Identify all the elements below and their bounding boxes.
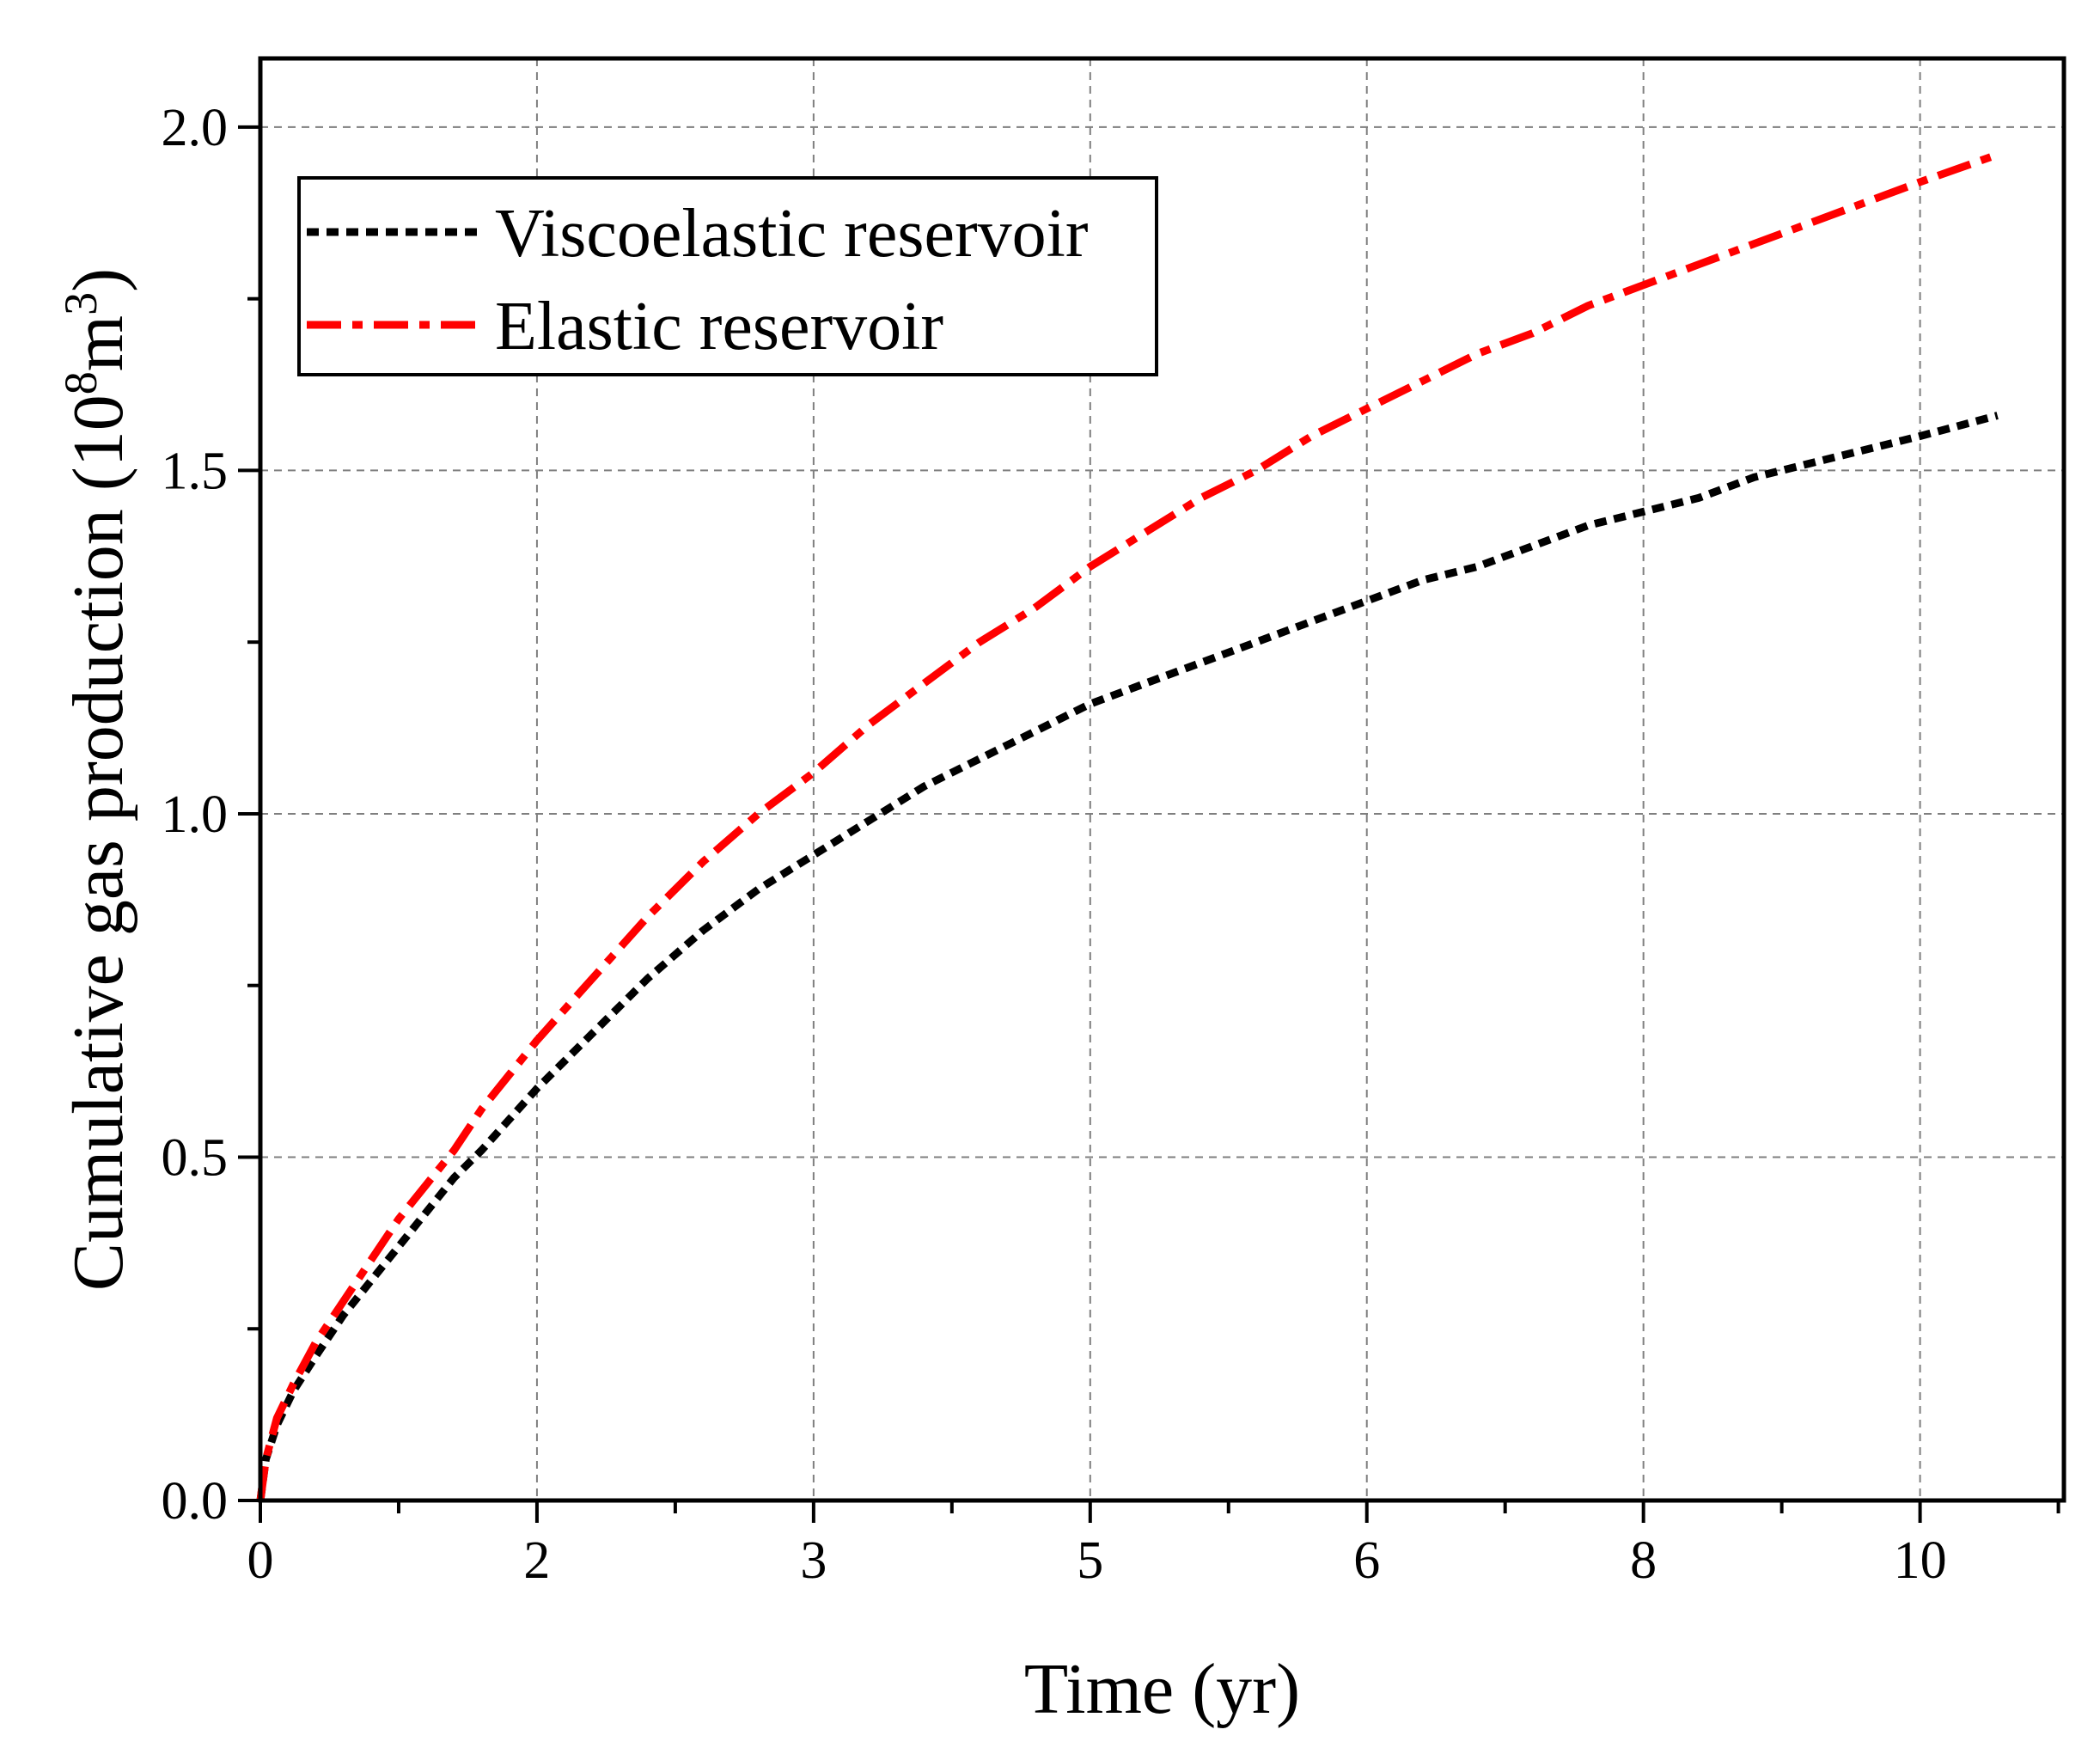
y-axis-label-unit: m bbox=[58, 315, 138, 371]
series-layer bbox=[256, 150, 1999, 1501]
y-tick-label: 0.5 bbox=[162, 1128, 229, 1187]
x-tick-label: 2 bbox=[523, 1531, 550, 1590]
x-tick-label: 5 bbox=[1077, 1531, 1103, 1590]
legend-label: Viscoelastic reservoir bbox=[495, 196, 1088, 272]
series-line-elastic bbox=[256, 150, 1999, 1501]
x-tick-label: 6 bbox=[1353, 1531, 1380, 1590]
x-tick-label: 10 bbox=[1894, 1531, 1947, 1590]
y-axis-label-suffix: ) bbox=[58, 268, 138, 292]
plot-frame bbox=[258, 56, 2066, 1503]
y-axis-label-exponent-2: 3 bbox=[55, 292, 107, 315]
y-tick-label: 0.0 bbox=[162, 1472, 229, 1531]
ticks bbox=[238, 125, 2060, 1523]
y-axis-label-prefix: Cumulative gas production (10 bbox=[58, 394, 138, 1291]
x-tick-label: 8 bbox=[1630, 1531, 1657, 1590]
x-tick-label: 0 bbox=[247, 1531, 274, 1590]
tick-labels: 0 2 3 5 6 8 10 0.0 0.5 1.0 1.5 2.0 bbox=[162, 99, 1947, 1590]
legend-label: Elastic reservoir bbox=[495, 289, 943, 364]
y-axis-label: Cumulative gas production (108m3) bbox=[55, 268, 138, 1291]
x-axis-label: Time (yr) bbox=[1024, 1649, 1300, 1729]
y-tick-label: 1.0 bbox=[162, 785, 229, 844]
y-tick-label: 2.0 bbox=[162, 99, 229, 157]
y-axis-label-exponent: 8 bbox=[55, 371, 107, 394]
x-tick-label: 3 bbox=[800, 1531, 827, 1590]
legend: Viscoelastic reservoir Elastic reservoir bbox=[297, 176, 1158, 376]
legend-box bbox=[297, 176, 1158, 376]
series-line-viscoelastic bbox=[256, 412, 1999, 1501]
y-tick-label: 1.5 bbox=[162, 442, 229, 500]
